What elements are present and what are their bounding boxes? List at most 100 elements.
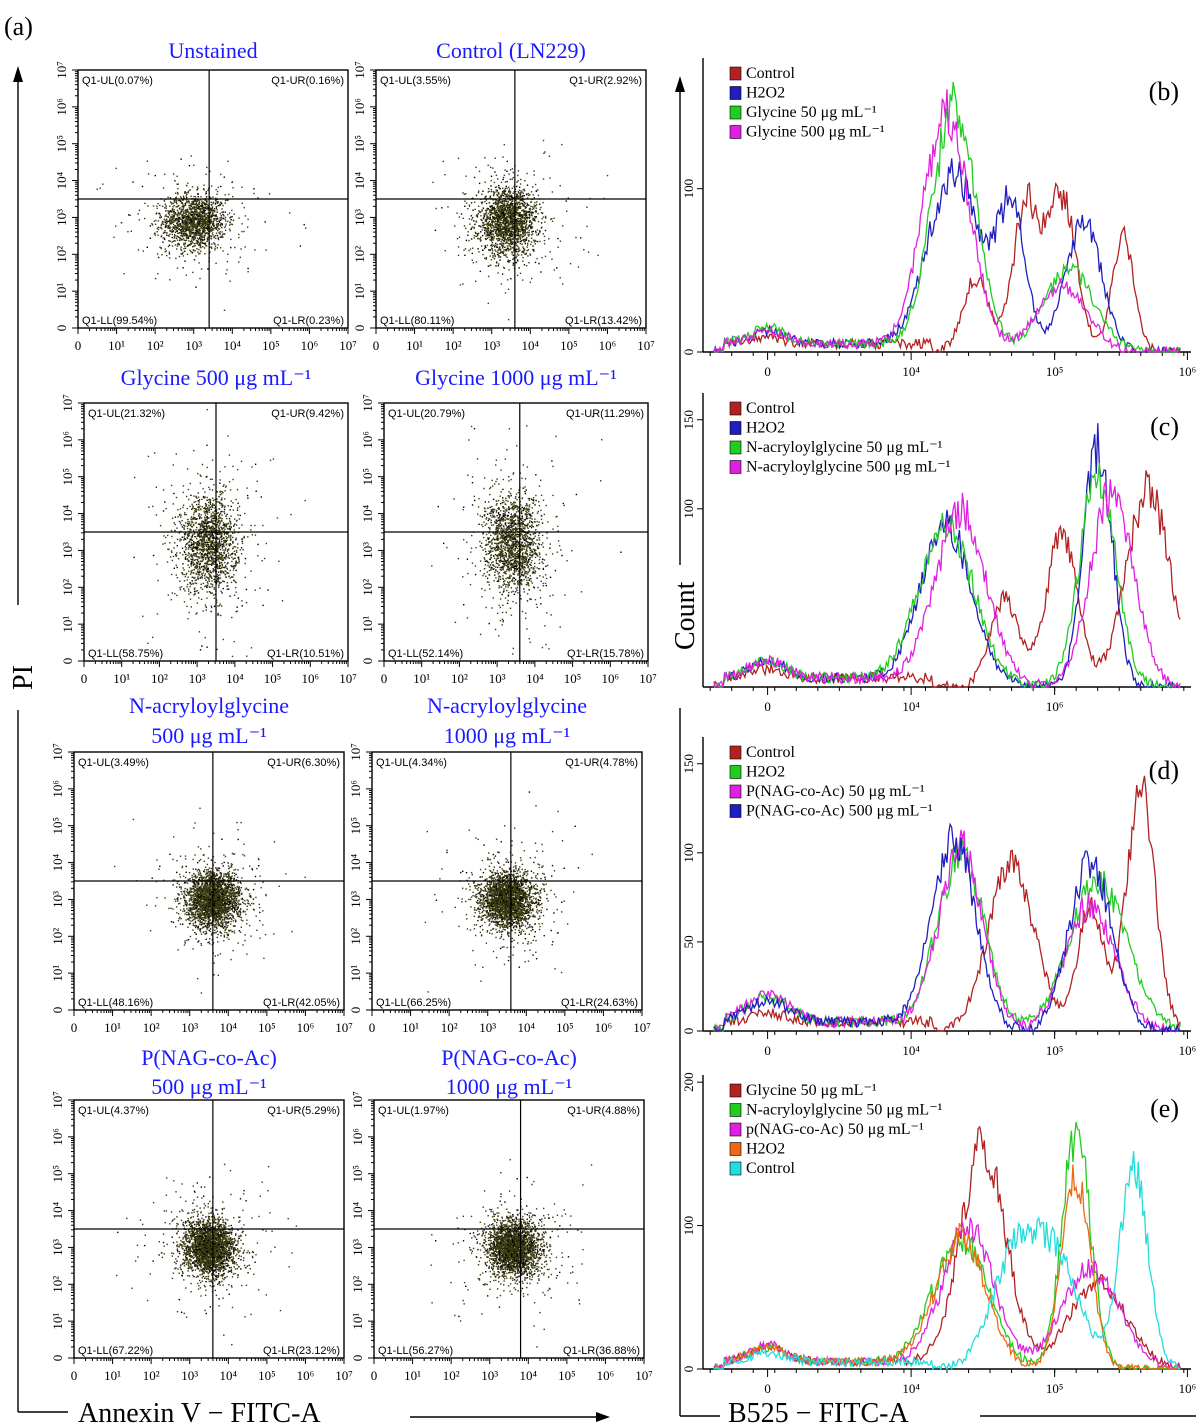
scatter-point [493, 193, 494, 194]
scatter-point [500, 256, 501, 257]
scatter-point [250, 570, 251, 571]
scatter-point [170, 217, 171, 218]
scatter-point [223, 543, 224, 544]
scatter-point [490, 185, 491, 186]
scatter-point [533, 194, 534, 195]
scatter-point [496, 261, 497, 262]
scatter-point [526, 173, 527, 174]
scatter-point [435, 230, 436, 231]
scatter-point [506, 188, 507, 189]
scatter-point [175, 244, 176, 245]
scatter-point [496, 235, 497, 236]
scatter-point [485, 239, 486, 240]
scatter-points [133, 409, 306, 657]
scatter-point [253, 188, 254, 189]
scatter-point [182, 199, 183, 200]
scatter-point [518, 233, 519, 234]
scatter-point [214, 524, 215, 525]
scatter-point [176, 227, 177, 228]
scatter-point [221, 503, 222, 504]
scatter-point [167, 561, 168, 562]
scatter-point [163, 233, 164, 234]
scatter-point [528, 232, 529, 233]
scatter-point [556, 267, 557, 268]
scatter-point [552, 191, 553, 192]
scatter-point [484, 214, 485, 215]
scatter-point [478, 238, 479, 239]
scatter-point [199, 553, 200, 554]
scatter-point [194, 224, 195, 225]
scatter-point [493, 208, 494, 209]
scatter-point [490, 235, 491, 236]
scatter-point [148, 456, 149, 457]
scatter-point [201, 645, 202, 646]
scatter-point [528, 249, 529, 250]
scatter-point [214, 208, 215, 209]
scatter-point [150, 225, 151, 226]
scatter-point [520, 192, 521, 193]
scatter-point [512, 231, 513, 232]
scatter-point [510, 243, 511, 244]
scatter-point [102, 184, 103, 185]
scatter-point [175, 218, 176, 219]
y-tick-label: 10² [54, 246, 69, 263]
scatter-point [510, 195, 511, 196]
scatter-point [185, 224, 186, 225]
scatter-point [212, 213, 213, 214]
scatter-point [217, 524, 218, 525]
x-tick-label: 0 [75, 338, 82, 353]
scatter-point [177, 577, 178, 578]
scatter-point [488, 303, 489, 304]
scatter-point [544, 236, 545, 237]
scatter-point [529, 221, 530, 222]
scatter-point [196, 579, 197, 580]
scatter-point [177, 244, 178, 245]
scatter-point [519, 187, 520, 188]
scatter-point [216, 189, 217, 190]
scatter-point [199, 230, 200, 231]
scatter-point [518, 239, 519, 240]
scatter-point [523, 239, 524, 240]
scatter-point [183, 243, 184, 244]
scatter-points [97, 155, 307, 311]
scatter-point [202, 237, 203, 238]
scatter-point [197, 238, 198, 239]
scatter-point [214, 243, 215, 244]
scatter-point [180, 508, 181, 509]
scatter-point [186, 229, 187, 230]
scatter-point [198, 253, 199, 254]
scatter-point [194, 582, 195, 583]
scatter-point [520, 231, 521, 232]
scatter-point [493, 213, 494, 214]
scatter-point [158, 220, 159, 221]
scatter-point [210, 479, 211, 480]
x-tick-label: 10⁶ [599, 338, 617, 353]
scatter-point [192, 560, 193, 561]
scatter-point [523, 233, 524, 234]
scatter-point [201, 200, 202, 201]
scatter-point [209, 489, 210, 490]
scatter-point [220, 494, 221, 495]
scatter-point [243, 537, 244, 538]
scatter-point [206, 245, 207, 246]
scatter-point [221, 208, 222, 209]
scatter-point [524, 219, 525, 220]
scatter-point [266, 543, 267, 544]
scatter-point [529, 194, 530, 195]
scatter-point [507, 219, 508, 220]
scatter-point [153, 555, 154, 556]
scatter-point [220, 174, 221, 175]
scatter-point [175, 554, 176, 555]
scatter-point [166, 208, 167, 209]
scatter-point [497, 236, 498, 237]
scatter-point [499, 240, 500, 241]
scatter-point [194, 212, 195, 213]
scatter-point [210, 502, 211, 503]
scatter-point [213, 484, 214, 485]
scatter-point [237, 510, 238, 511]
scatter-point [472, 248, 473, 249]
scatter-point [157, 208, 158, 209]
scatter-point [481, 245, 482, 246]
scatter-point [192, 555, 193, 556]
scatter-point [526, 232, 527, 233]
